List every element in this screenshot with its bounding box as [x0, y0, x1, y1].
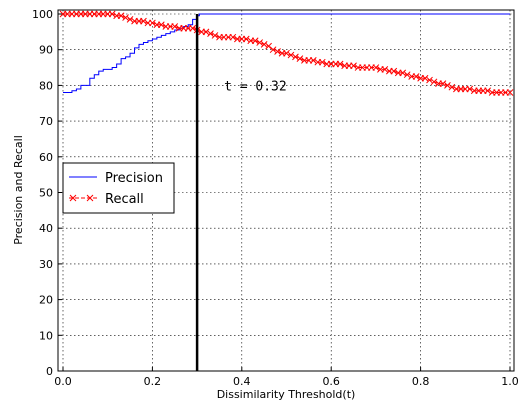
y-tick-label: 50: [39, 187, 53, 200]
recall-point: [189, 24, 196, 32]
recall-point: [157, 21, 165, 29]
legend-box: [62, 162, 175, 214]
recall-point: [336, 60, 344, 68]
recall-point: [372, 64, 380, 71]
recall-point: [318, 58, 326, 66]
recall-point: [381, 65, 389, 73]
plot-frame: [57, 9, 515, 372]
y-tick-label: 20: [39, 294, 53, 307]
recall-point: [108, 10, 116, 18]
recall-point: [296, 55, 304, 62]
legend-precision-label: Precision: [105, 171, 163, 186]
recall-point: [439, 80, 447, 87]
recall-point: [466, 85, 474, 93]
recall-point: [171, 23, 179, 30]
recall-point: [506, 89, 514, 96]
recall-point: [430, 78, 438, 86]
recall-point: [251, 37, 259, 45]
recall-point: [256, 39, 264, 46]
x-tick-label: 0.0: [54, 375, 72, 388]
recall-point: [421, 74, 429, 82]
recall-point: [403, 71, 411, 79]
recall-point: [265, 42, 272, 50]
recall-point: [117, 12, 125, 20]
recall-point: [274, 48, 281, 55]
tick-labels: 0.0 0.2 0.4 0.6 0.8 1.0 0 10 20 30 40 50 60 70 80 90 100: [32, 8, 519, 388]
recall-point: [229, 33, 237, 41]
x-tick-label: 0.2: [144, 375, 162, 388]
x-axis-title: Dissimilarity Threshold(t): [217, 388, 356, 401]
legend-recall-marker: [69, 194, 94, 202]
recall-point: [426, 76, 433, 84]
recall-point: [309, 57, 317, 64]
recall-point: [287, 51, 295, 59]
recall-point: [350, 62, 357, 70]
recall-point: [292, 53, 299, 61]
recall-point: [448, 83, 456, 91]
recall-point: [412, 73, 420, 80]
recall-point: [260, 40, 268, 48]
y-tick-label: 10: [39, 329, 53, 342]
series-layer: [59, 10, 514, 96]
recall-point: [140, 17, 147, 25]
y-tick-label: 0: [46, 365, 53, 378]
y-tick-label: 30: [39, 258, 53, 271]
recall-point: [211, 32, 219, 39]
y-axis-title: Precision and Recall: [12, 135, 25, 245]
y-tick-label: 40: [39, 222, 53, 235]
recall-point: [444, 82, 451, 89]
recall-point: [484, 87, 492, 95]
threshold-label: t = 0.32: [224, 79, 287, 94]
y-tick-label: 100: [32, 8, 53, 21]
recall-point: [242, 35, 250, 43]
recall-point: [202, 28, 210, 36]
recall-point: [149, 19, 156, 27]
y-tick-label: 80: [39, 79, 53, 92]
x-tick-label: 1.0: [501, 375, 519, 388]
legend-recall-label: Recall: [105, 192, 144, 207]
recall-point: [122, 14, 129, 21]
x-tick-label: 0.4: [233, 375, 251, 388]
y-tick-label: 90: [39, 44, 53, 57]
x-tick-label: 0.6: [322, 375, 340, 388]
recall-markers: [59, 10, 514, 96]
recall-point: [283, 49, 290, 57]
recall-point: [126, 16, 134, 23]
recall-point: [269, 46, 277, 54]
recall-point: [207, 30, 214, 37]
x-tick-label: 0.8: [412, 375, 430, 388]
y-tick-label: 70: [39, 115, 53, 128]
legend: Precision Recall: [62, 162, 175, 214]
recall-point: [399, 69, 407, 77]
y-tick-label: 60: [39, 151, 53, 164]
recall-point: [390, 67, 398, 75]
